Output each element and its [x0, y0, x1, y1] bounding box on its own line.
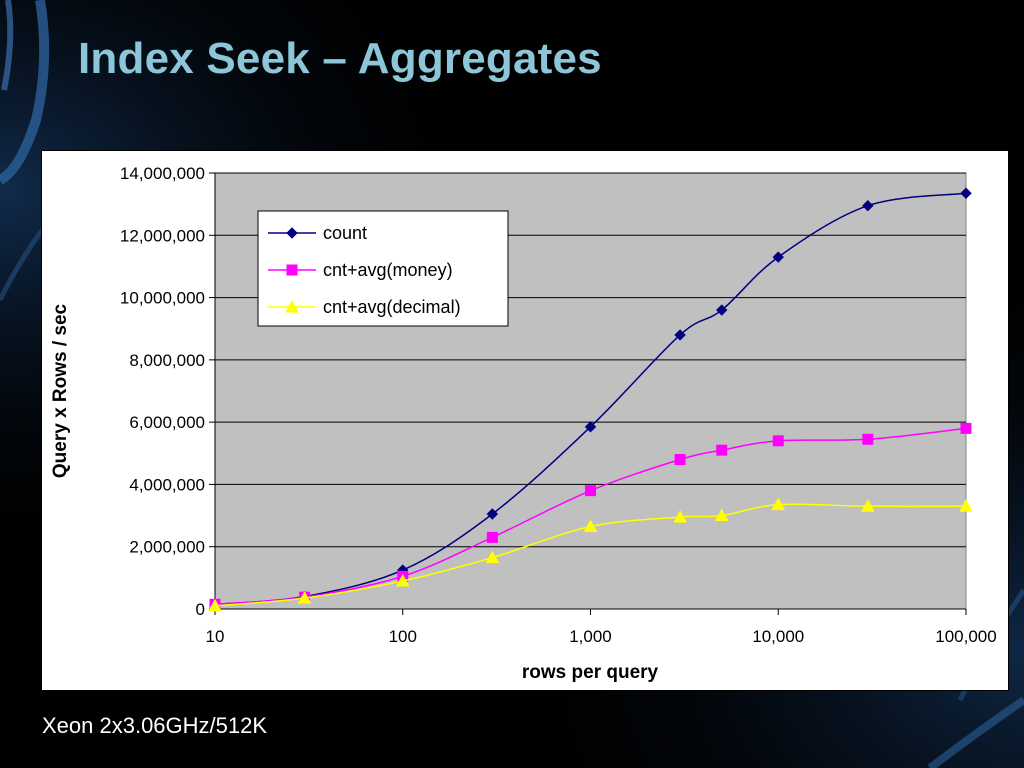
x-tick-label: 1,000	[569, 627, 612, 646]
data-point	[772, 251, 784, 263]
x-tick-label: 100,000	[935, 627, 996, 646]
data-point	[585, 485, 596, 497]
data-point	[486, 531, 498, 543]
y-tick-label: 0	[196, 600, 205, 619]
legend-label: count	[323, 223, 367, 243]
data-point	[297, 591, 312, 604]
series-line	[214, 192, 967, 606]
chart-panel: 0 2,000,000 4,000,000 6,000,000 8,000,000 10,…	[41, 150, 1009, 691]
data-point	[584, 421, 597, 433]
data-point	[862, 433, 874, 445]
line-chart: 0 2,000,000 4,000,000 6,000,000 8,000,000 10,…	[50, 164, 997, 683]
x-tick-label: 10,000	[752, 627, 804, 646]
y-tick-label: 6,000,000	[129, 413, 205, 432]
data-point	[486, 508, 499, 520]
data-point	[716, 304, 728, 316]
data-point	[772, 435, 784, 447]
y-tick-label: 10,000,000	[120, 289, 205, 308]
legend-swatch-marker	[285, 299, 299, 313]
data-point	[485, 550, 500, 564]
x-axis-label: rows per query	[522, 662, 659, 683]
footnote: Xeon 2x3.06GHz/512K	[42, 713, 268, 738]
data-point	[714, 508, 729, 522]
x-tick-label: 100	[389, 627, 417, 646]
data-point	[395, 573, 410, 587]
y-tick-label: 4,000,000	[129, 475, 205, 494]
chart-legend: count cnt+avg(money) cnt+avg(decimal)	[257, 210, 509, 327]
data-point	[583, 519, 598, 532]
y-tick-label: 2,000,000	[129, 538, 205, 557]
data-point	[960, 187, 972, 199]
legend-swatch-marker	[286, 264, 298, 276]
y-tick-label: 12,000,000	[120, 226, 205, 245]
y-tick-label: 14,000,000	[120, 164, 205, 183]
data-point	[860, 499, 875, 512]
y-tick-label: 8,000,000	[129, 351, 205, 370]
slide-title: Index Seek – Aggregates	[78, 34, 602, 83]
legend-label: cnt+avg(money)	[323, 260, 453, 280]
series-3	[208, 497, 973, 612]
data-point	[959, 499, 973, 512]
data-point	[674, 454, 686, 466]
data-point	[960, 422, 972, 434]
series-line	[214, 427, 967, 606]
data-point	[771, 497, 786, 511]
data-point	[208, 598, 222, 612]
legend-swatch-marker	[286, 227, 298, 239]
legend-label: cnt+avg(decimal)	[323, 297, 461, 317]
data-point	[862, 199, 874, 212]
y-axis-label: Query x Rows / sec	[50, 303, 71, 478]
data-point	[674, 329, 686, 341]
x-tick-label: 10	[206, 627, 225, 646]
data-point	[716, 444, 728, 456]
data-point	[673, 510, 687, 523]
series-line	[214, 503, 967, 607]
